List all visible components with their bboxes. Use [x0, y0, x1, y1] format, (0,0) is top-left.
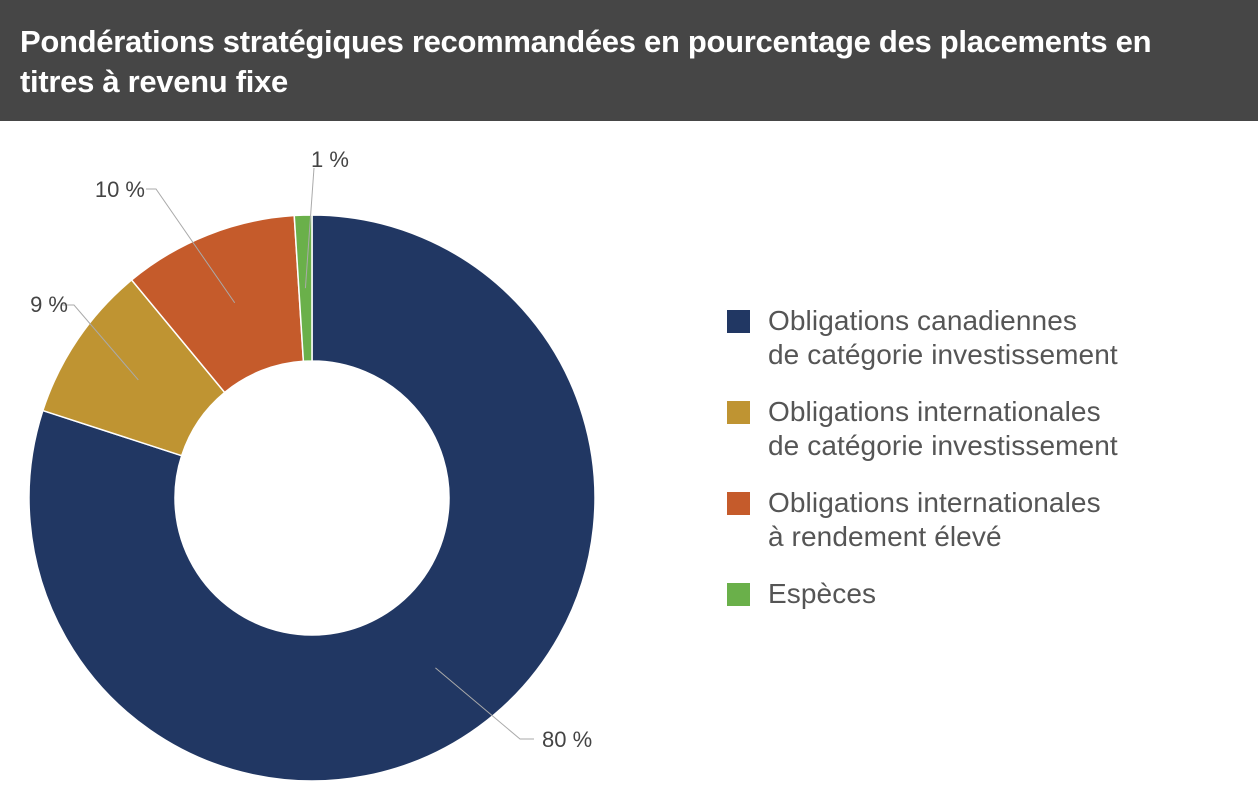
- legend-item-cash: Espèces: [727, 577, 1247, 611]
- legend-swatch: [727, 310, 750, 333]
- leader-line: [304, 167, 315, 289]
- leader-lines-layer: [62, 167, 534, 740]
- legend-swatch: [727, 492, 750, 515]
- slice-value-label: 1 %: [311, 147, 349, 172]
- slices-layer: [28, 214, 596, 782]
- legend-item-international-ig: Obligations internationales de catégorie…: [727, 395, 1247, 463]
- legend: Obligations canadiennes de catégorie inv…: [727, 304, 1247, 634]
- legend-label-line: Espèces: [768, 578, 877, 609]
- leader-line: [62, 304, 139, 381]
- chart-title: Pondérations stratégiques recommandées e…: [20, 24, 1152, 99]
- legend-label-line: Obligations internationales: [768, 487, 1101, 518]
- legend-label-line: de catégorie investissement: [768, 339, 1118, 370]
- donut-chart: 80 % 9 % 10 % 1 %: [28, 147, 596, 782]
- leader-line: [435, 667, 534, 740]
- legend-label-line: Obligations canadiennes: [768, 305, 1077, 336]
- chart-header: Pondérations stratégiques recommandées e…: [0, 0, 1258, 121]
- legend-swatch: [727, 401, 750, 424]
- slice-value-label: 10 %: [95, 177, 145, 202]
- donut-slice: [28, 214, 596, 782]
- legend-label-line: de catégorie investissement: [768, 430, 1118, 461]
- slice-value-label: 9 %: [30, 292, 68, 317]
- legend-item-international-hy: Obligations internationales à rendement …: [727, 486, 1247, 554]
- value-labels-layer: 80 % 9 % 10 % 1 %: [30, 147, 592, 752]
- slice-value-label: 80 %: [542, 727, 592, 752]
- legend-label-line: Obligations internationales: [768, 396, 1101, 427]
- legend-label-line: à rendement élevé: [768, 521, 1002, 552]
- leader-line: [146, 188, 236, 304]
- legend-swatch: [727, 583, 750, 606]
- legend-item-canadian-ig: Obligations canadiennes de catégorie inv…: [727, 304, 1247, 372]
